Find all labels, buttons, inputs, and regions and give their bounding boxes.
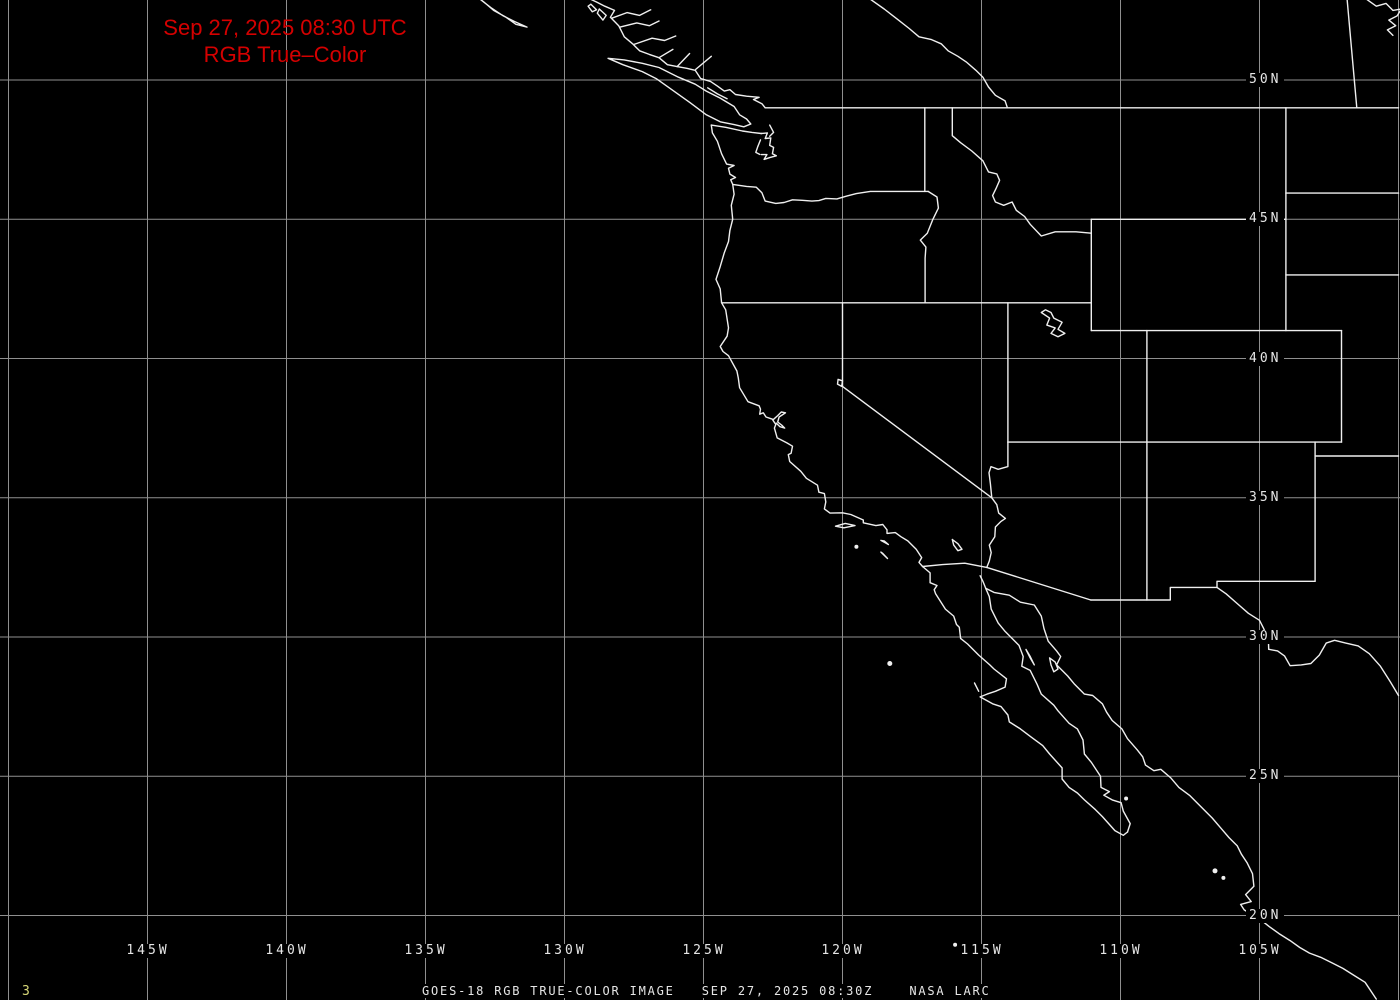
cedros-island: [973, 682, 980, 692]
baja-pacific-coast: [921, 565, 1129, 836]
bc-island-2: [587, 3, 598, 13]
lon-label-110W: 110W: [1096, 944, 1146, 958]
angel-de-la-guarda-island: [1025, 648, 1036, 666]
lat-label-25N: 25N: [1246, 769, 1285, 783]
lat-label-30N: 30N: [1246, 630, 1285, 644]
puget-sound: [760, 132, 777, 161]
lon-label-130W: 130W: [540, 944, 590, 958]
lat-label-35N: 35N: [1246, 491, 1285, 505]
id-mt-border: [951, 107, 1093, 237]
ca-nv-border: [841, 302, 993, 499]
rio-grande-border: [1216, 586, 1400, 697]
lat-label-45N: 45N: [1246, 212, 1285, 226]
lat-label-20N: 20N: [1246, 909, 1285, 923]
tiburon-island: [1048, 657, 1059, 673]
baja-gulf-coast: [979, 575, 1131, 833]
image-caption: GOES-18 RGB TRUE-COLOR IMAGE SEP 27, 202…: [418, 984, 995, 998]
ca-mexico-border: [921, 562, 988, 569]
bc-fjord-1: [695, 55, 712, 71]
lon-label-135W: 135W: [401, 944, 451, 958]
colorado-river-border: [986, 441, 1009, 569]
san-clemente-island: [880, 551, 889, 560]
mb-lakes: [1366, 0, 1400, 37]
lat-label-40N: 40N: [1246, 352, 1285, 366]
san-nicolas-island: [854, 544, 859, 549]
juan-de-fuca-south-shore: [710, 124, 762, 135]
us-west-coast: [715, 183, 924, 568]
sf-bay: [772, 411, 787, 429]
georgia-strait-islands: [707, 87, 728, 100]
bc-fjord-6: [611, 9, 652, 19]
coastline-borders-layer: [479, 0, 1400, 1000]
pacific-islet-1: [953, 942, 958, 947]
lon-label-120W: 120W: [818, 944, 868, 958]
islas-marias-1: [1212, 868, 1218, 874]
bc-fjord-2: [676, 52, 691, 68]
bc-fjord-5: [619, 20, 660, 28]
columbia-river-wa-or-border: [732, 183, 929, 205]
bc-island-1: [596, 8, 607, 21]
sonora-sinaloa-coast: [985, 587, 1378, 1000]
whidbey-island: [769, 124, 775, 138]
salton-sea: [951, 538, 963, 552]
nm-tx-32n-border: [1216, 580, 1316, 589]
az-mexico-border: [986, 566, 1092, 601]
vancouver-island: [607, 57, 752, 128]
sk-mb-border: [1346, 0, 1358, 109]
isla-cerralvo: [1124, 796, 1129, 801]
guadalupe-island: [887, 661, 893, 666]
catalina-island: [880, 539, 890, 546]
lon-label-125W: 125W: [679, 944, 729, 958]
frame-number: 3: [22, 984, 30, 999]
great-salt-lake: [1040, 309, 1066, 338]
lon-label-115W: 115W: [957, 944, 1007, 958]
lon-label-105W: 105W: [1235, 944, 1285, 958]
bc-ab-border: [870, 0, 1009, 109]
or-id-snake-river-border: [919, 190, 940, 304]
nm-bootheel-border: [1090, 586, 1218, 601]
islas-marias-2: [1221, 875, 1226, 880]
bc-fjord-3: [658, 48, 674, 59]
haida-gwaii-coast: [479, 0, 528, 28]
lon-label-140W: 140W: [262, 944, 312, 958]
title-product-line: RGB True–Color: [203, 42, 367, 67]
lon-label-145W: 145W: [123, 944, 173, 958]
hood-canal: [755, 139, 762, 156]
bc-fjord-4: [633, 35, 677, 46]
timestamp-title: Sep 27, 2025 08:30 UTC RGB True–Color: [163, 14, 406, 68]
channel-islands-north: [834, 522, 856, 529]
title-date-line: Sep 27, 2025 08:30 UTC: [163, 15, 407, 40]
washington-outer-coast: [710, 124, 737, 186]
lake-tahoe: [836, 378, 844, 388]
lat-label-50N: 50N: [1246, 73, 1285, 87]
